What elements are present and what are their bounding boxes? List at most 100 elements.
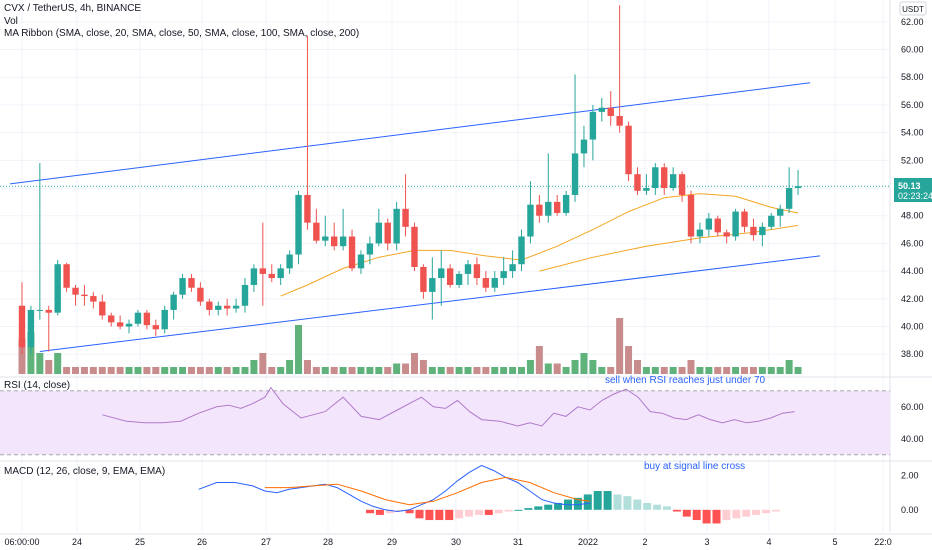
volume-bar	[642, 367, 650, 374]
volume-bar	[651, 367, 659, 374]
macd-histogram-bar	[663, 506, 671, 510]
volume-bar	[89, 367, 97, 374]
time-tick-label: 5	[832, 537, 837, 547]
volume-bar	[526, 360, 534, 374]
candle-body	[482, 278, 490, 288]
currency-badge[interactable]: USDT	[899, 1, 927, 16]
candle-body	[785, 188, 793, 209]
macd-histogram-bar	[672, 509, 681, 512]
volume-bar	[571, 360, 579, 374]
macd-histogram-bar	[633, 499, 642, 510]
volume-bar	[580, 353, 588, 374]
rsi-tick-label: 60.00	[901, 402, 924, 412]
ma-ribbon-legend[interactable]: MA Ribbon (SMA, close, 20, SMA, close, 5…	[4, 28, 360, 39]
price-tick-label: 58.00	[901, 72, 924, 82]
volume-bar	[660, 367, 668, 374]
macd-histogram-bar	[692, 509, 701, 521]
volume-bar	[54, 353, 62, 374]
volume-bar	[116, 367, 124, 374]
volume-bar	[196, 367, 204, 374]
macd-histogram-bar	[524, 508, 533, 510]
volume-bar	[366, 367, 374, 374]
volume-bar	[259, 353, 267, 374]
candle-body	[99, 301, 106, 316]
macd-histogram-bar	[583, 494, 592, 510]
candle-body	[438, 268, 445, 279]
volume-bar	[678, 367, 686, 374]
time-tick-label: 4	[766, 537, 771, 547]
volume-bar	[312, 367, 320, 374]
macd-pane	[198, 464, 780, 524]
macd-histogram-bar	[484, 509, 493, 515]
time-tick-label: 24	[72, 537, 82, 547]
time-tick-label: 2	[642, 537, 647, 547]
volume-bar	[696, 367, 704, 374]
macd-histogram-bar	[405, 509, 414, 514]
macd-histogram-bar	[554, 502, 563, 510]
candle-body	[179, 278, 186, 295]
macd-histogram-bar	[593, 491, 602, 510]
macd-histogram-bar	[623, 496, 632, 510]
candle-body	[750, 226, 757, 236]
volume-legend[interactable]: Vol	[4, 16, 18, 27]
macd-histogram-bar	[762, 509, 770, 514]
rsi-legend[interactable]: RSI (14, close)	[4, 380, 71, 391]
channel-upper-line	[9, 82, 811, 185]
macd-legend[interactable]: MACD (12, 26, close, 9, EMA, EMA)	[4, 466, 166, 477]
candle-body	[625, 125, 632, 175]
macd-histogram-bar	[722, 509, 731, 521]
candle-body	[571, 153, 579, 195]
candle-body	[259, 268, 267, 274]
volume-bar	[384, 367, 392, 374]
candle-body	[197, 287, 204, 302]
macd-histogram-bar	[504, 509, 513, 512]
symbol-title[interactable]: CVX / TetherUS, 4h, BINANCE	[4, 3, 142, 14]
macd-histogram-bar	[385, 509, 394, 514]
candle-body	[420, 266, 427, 292]
candle-body	[527, 204, 534, 237]
candle-body	[393, 208, 400, 244]
candle-body	[723, 232, 730, 237]
volume-bar	[410, 353, 418, 374]
macd-histogram-bar	[494, 509, 503, 514]
volume-bar	[535, 346, 543, 374]
volume-bar	[402, 363, 410, 374]
macd-histogram-bar	[514, 509, 523, 511]
candle-body	[339, 236, 347, 247]
candle-body	[81, 294, 88, 297]
candle-body	[509, 264, 516, 272]
rsi-band-fill	[0, 390, 890, 455]
volume-bar	[107, 367, 115, 374]
volume-bar	[544, 363, 552, 374]
rsi-line	[102, 386, 795, 427]
candle-body	[741, 211, 748, 227]
price-tick-label: 42.00	[901, 294, 924, 304]
signal-line	[264, 476, 591, 506]
volume-bar	[509, 367, 517, 374]
candle-body	[322, 236, 329, 241]
volume-bar	[303, 360, 311, 374]
volume-bar	[232, 367, 240, 374]
candle-body	[125, 323, 133, 327]
price-tick-label: 38.00	[901, 349, 924, 359]
macd-tick-label: 2.00	[901, 471, 919, 481]
candle-body	[794, 186, 802, 189]
candle-body	[304, 194, 311, 223]
volume-bar	[357, 367, 365, 374]
volume-bar	[63, 367, 71, 374]
svg-text:USDT: USDT	[902, 5, 924, 14]
candle-body	[669, 174, 677, 189]
time-tick-label: 2022	[578, 537, 598, 547]
macd-histogram-bar	[613, 494, 622, 510]
candle-body	[215, 305, 222, 310]
macd-histogram-bar	[682, 509, 691, 517]
macd-histogram-bar	[425, 509, 434, 521]
candle-body	[313, 222, 320, 241]
time-tick-label: 27	[261, 537, 271, 547]
candle-body	[331, 236, 338, 247]
volume-bar	[437, 367, 445, 374]
candle-body	[500, 271, 507, 279]
volume-bar	[36, 353, 44, 374]
channel-lines	[0, 82, 890, 352]
